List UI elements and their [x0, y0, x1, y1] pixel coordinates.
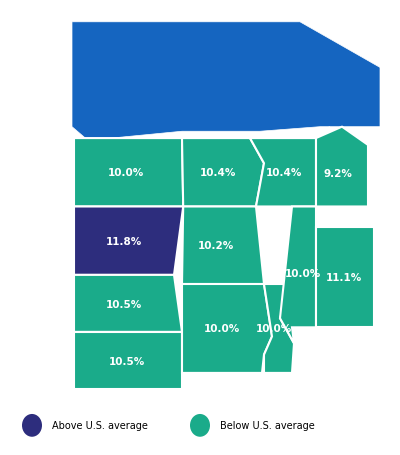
Text: 10.4%: 10.4% [200, 168, 236, 178]
Text: Below U.S. average: Below U.S. average [220, 420, 315, 430]
Text: 10.5%: 10.5% [109, 356, 145, 366]
Polygon shape [280, 207, 316, 344]
Polygon shape [74, 139, 183, 207]
Polygon shape [264, 284, 294, 373]
Polygon shape [72, 23, 380, 141]
Text: 10.0%: 10.0% [285, 268, 321, 278]
Text: 11.8%: 11.8% [106, 236, 142, 246]
Text: 11.1%: 11.1% [326, 273, 362, 283]
Circle shape [190, 414, 210, 437]
Polygon shape [316, 228, 374, 328]
Polygon shape [74, 207, 183, 275]
Polygon shape [182, 207, 264, 284]
Text: 10.2%: 10.2% [198, 241, 234, 251]
Circle shape [22, 414, 42, 437]
Text: 10.4%: 10.4% [266, 168, 302, 178]
Text: 10.0%: 10.0% [108, 168, 144, 178]
Text: 10.5%: 10.5% [106, 299, 142, 309]
Text: Above U.S. average: Above U.S. average [52, 420, 148, 430]
Polygon shape [182, 139, 264, 207]
Polygon shape [316, 127, 368, 207]
Polygon shape [74, 275, 182, 332]
Text: 10.0%: 10.0% [256, 324, 292, 334]
Polygon shape [316, 127, 330, 155]
Polygon shape [182, 284, 272, 373]
Text: 10.0%: 10.0% [204, 324, 240, 334]
Polygon shape [250, 139, 316, 207]
Text: 9.2%: 9.2% [324, 169, 352, 179]
Polygon shape [74, 332, 182, 389]
